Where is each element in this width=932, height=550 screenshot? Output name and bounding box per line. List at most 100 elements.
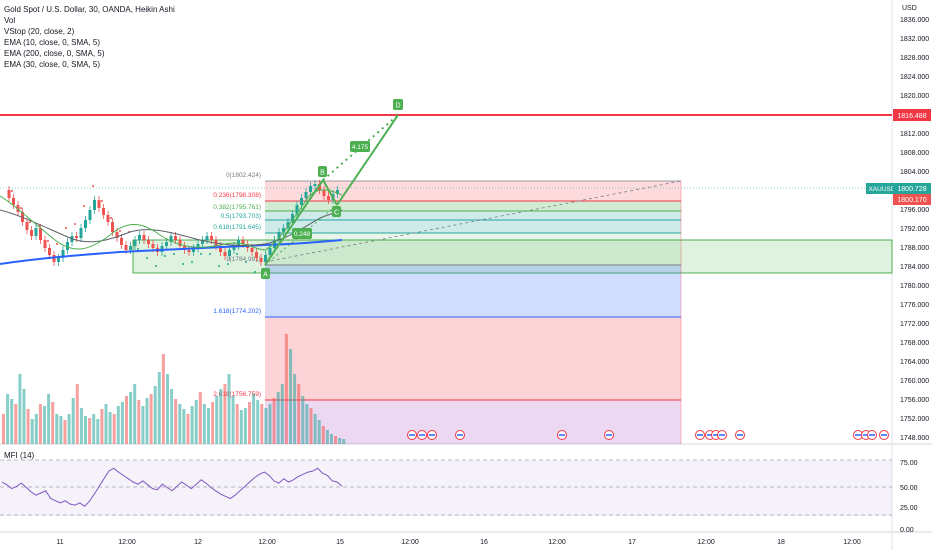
volume-bar [235, 404, 239, 444]
price-tick-label: 1820.000 [900, 93, 929, 100]
candle-body [264, 255, 267, 262]
candle-body [133, 240, 137, 246]
volume-bar [129, 392, 133, 444]
volume-bar [207, 408, 210, 444]
fib-label-2618: 2.618(1756.759) [213, 391, 261, 398]
candle-body [120, 238, 123, 245]
candle-body [291, 214, 294, 222]
candle-body [205, 236, 209, 240]
volume-bar [34, 414, 38, 444]
ema-200-legend[interactable]: EMA (200, close, 0, SMA, 5) [4, 49, 105, 58]
volume-bar [108, 412, 112, 444]
fib-label-0382: 0.382(1795.761) [213, 204, 261, 211]
candle-body [30, 230, 33, 236]
vstop-legend[interactable]: VStop (20, close, 2) [4, 27, 75, 36]
abcd-pattern[interactable]: A B C D 4.175 0.248 [261, 99, 682, 279]
price-tick-label: 1760.000 [900, 378, 929, 385]
volume-bar [227, 374, 231, 444]
volume-bar [297, 384, 301, 444]
candle-body [34, 228, 38, 236]
time-axis[interactable]: 11 12:00 12 12:00 15 12:00 16 12:00 17 12:00 18 12:… [56, 539, 860, 546]
volume-bar [125, 396, 128, 444]
volume-bar [63, 420, 67, 444]
fib-label-0236: 0.236(1798.308) [213, 192, 261, 199]
symbol-title[interactable]: Gold Spot / U.S. Dollar, 30, OANDA, Heik… [4, 5, 175, 14]
vstop-dot [137, 248, 139, 250]
ema-10-legend[interactable]: EMA (10, close, 0, SMA, 5) [4, 38, 101, 47]
candle-body [169, 236, 173, 242]
price-tick-label: 1804.000 [900, 169, 929, 176]
price-tick-label: 1832.000 [900, 36, 929, 43]
resistance-price-tag [893, 109, 931, 121]
volume-bar [6, 394, 10, 444]
volume-bar [141, 406, 145, 444]
symbol-tag [866, 183, 898, 194]
mfi-tick-label: 25.00 [900, 505, 918, 512]
volume-bar [161, 354, 165, 444]
price-tick-label: 1808.000 [900, 150, 929, 157]
volume-bar [305, 404, 309, 444]
mfi-pane [0, 459, 892, 516]
volume-bar [26, 409, 30, 444]
volume-bar [112, 414, 116, 444]
candle-body [277, 232, 281, 240]
mfi-legend[interactable]: MFI (14) [4, 451, 35, 460]
volume-bar [338, 438, 342, 444]
vstop-dot [74, 223, 76, 225]
volume-histogram [2, 334, 346, 444]
mfi-tick-label: 75.00 [900, 460, 918, 467]
candle-body [286, 222, 290, 228]
vstop-dot [119, 230, 121, 232]
currency-label: USD [902, 5, 917, 12]
volume-bar [215, 396, 219, 444]
volume-bar [174, 399, 178, 444]
volume-bar [71, 398, 75, 444]
volume-bar [51, 402, 55, 444]
pattern-point-d[interactable] [393, 99, 403, 110]
candle-body [178, 240, 182, 246]
vstop-dot [191, 261, 193, 263]
vstop-dot [83, 205, 85, 207]
ema-10-line [0, 189, 343, 251]
prev-price-text: 1800.170 [897, 197, 926, 204]
candle-body [106, 215, 110, 222]
volume-bar [309, 408, 313, 444]
volume-bar [330, 434, 333, 444]
candle-body [39, 228, 42, 240]
volume-bar [133, 384, 137, 444]
price-tick-label: 1756.000 [900, 397, 929, 404]
mfi-tick-label: 0.00 [900, 527, 914, 534]
pattern-point-a[interactable] [261, 268, 270, 279]
time-tick-label: 16 [480, 539, 488, 546]
time-tick-label: 12:00 [258, 539, 276, 546]
price-tick-label: 1764.000 [900, 359, 929, 366]
candle-body [295, 205, 299, 214]
fib-label-1618: 1.618(1774.202) [213, 308, 261, 315]
candle-body [187, 250, 191, 252]
pattern-label-a: A [263, 272, 268, 279]
ema-30-legend[interactable]: EMA (30, close, 0, SMA, 5) [4, 60, 101, 69]
volume-bar [342, 439, 346, 444]
volume-bar [248, 402, 251, 444]
time-tick-label: 12:00 [401, 539, 419, 546]
economic-events[interactable] [407, 430, 889, 440]
price-axis[interactable]: 1836.000 1832.000 1828.000 1824.000 1820.000… [900, 17, 929, 442]
vstop-dot [146, 257, 148, 259]
pattern-point-b[interactable] [318, 166, 327, 177]
volume-bar [264, 408, 268, 444]
volume-bar [321, 426, 325, 444]
price-tick-label: 1796.000 [900, 207, 929, 214]
vstop-dot [110, 217, 112, 219]
volume-bar [313, 414, 317, 444]
price-tick-label: 1780.000 [900, 283, 929, 290]
volume-bar [43, 406, 46, 444]
pattern-point-c[interactable] [332, 206, 341, 217]
candle-body [192, 248, 195, 252]
volume-bar [256, 400, 260, 444]
price-tick-label: 1828.000 [900, 55, 929, 62]
volume-legend[interactable]: Vol [4, 16, 16, 25]
mfi-axis[interactable]: 75.00 50.00 25.00 0.00 [900, 460, 918, 534]
vstop-dot [56, 243, 58, 245]
volume-bar [2, 414, 5, 444]
